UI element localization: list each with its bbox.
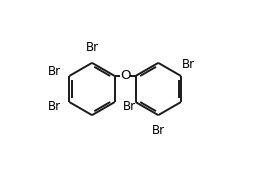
Text: Br: Br	[48, 100, 61, 113]
Text: O: O	[120, 69, 131, 82]
Text: Br: Br	[123, 100, 136, 113]
Text: Br: Br	[152, 124, 165, 137]
Text: Br: Br	[48, 65, 61, 78]
Text: Br: Br	[182, 58, 196, 71]
Text: Br: Br	[86, 41, 99, 54]
